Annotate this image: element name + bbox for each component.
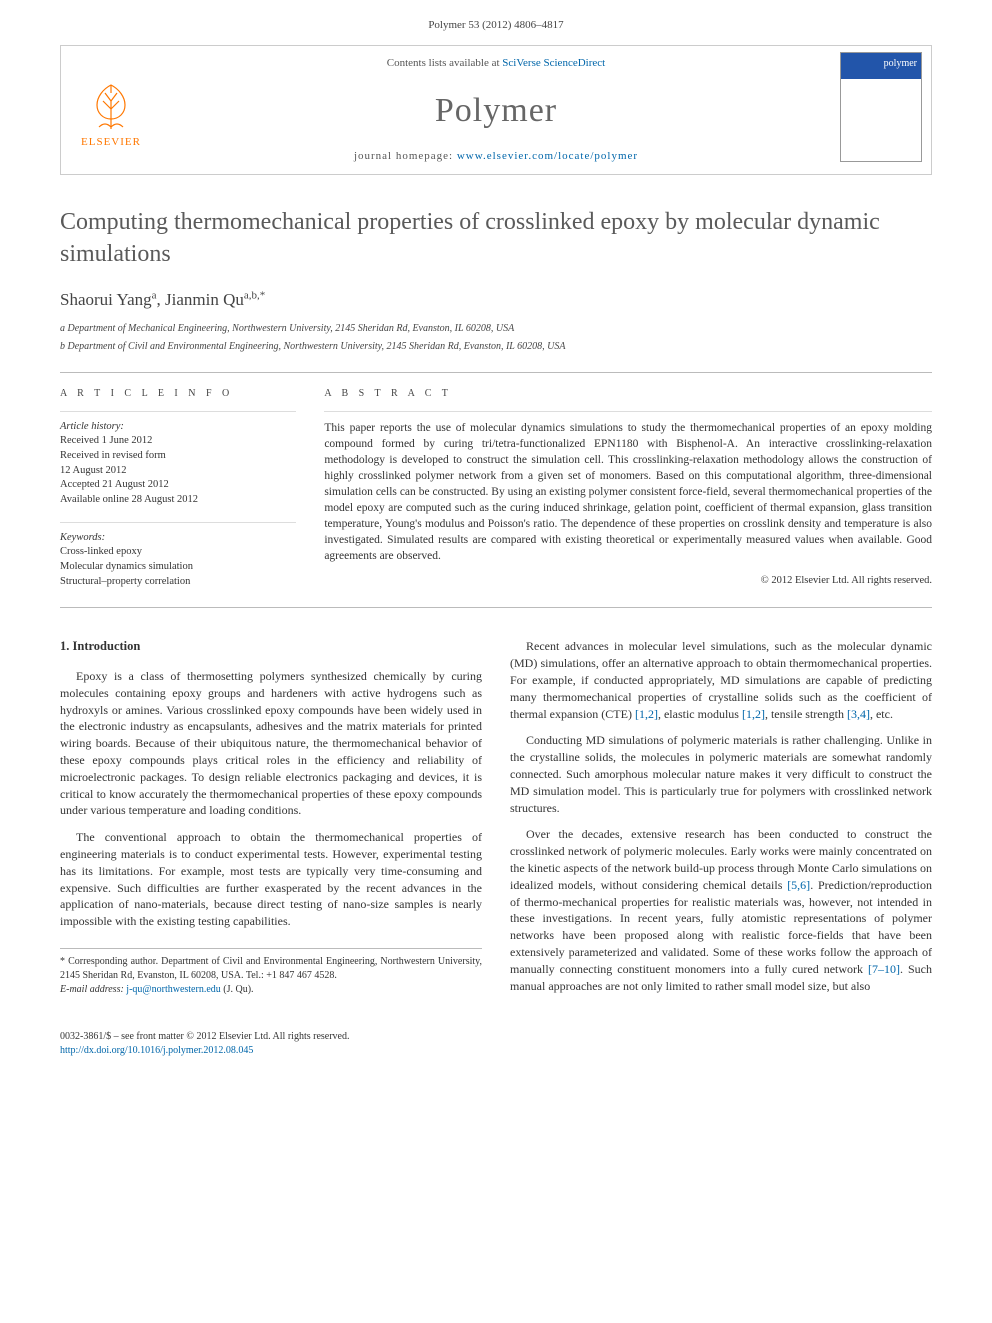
contents-prefix: Contents lists available at	[387, 57, 502, 69]
history-line: Available online 28 August 2012	[60, 493, 296, 508]
ref-link[interactable]: [1,2]	[635, 707, 658, 721]
page-footer: 0032-3861/$ – see front matter © 2012 El…	[0, 1024, 992, 1076]
article-info-column: A R T I C L E I N F O Article history: R…	[60, 387, 296, 590]
footnote-block: * Corresponding author. Department of Ci…	[60, 948, 482, 997]
ref-link[interactable]: [3,4]	[847, 707, 870, 721]
doi-link[interactable]: http://dx.doi.org/10.1016/j.polymer.2012…	[60, 1045, 253, 1056]
email-line: E-mail address: j-qu@northwestern.edu (J…	[60, 983, 482, 997]
masthead-center: Contents lists available at SciVerse Sci…	[161, 46, 831, 174]
author-1: Shaorui Yang	[60, 290, 152, 309]
affiliation-a: a Department of Mechanical Engineering, …	[60, 322, 932, 336]
abstract-column: A B S T R A C T This paper reports the u…	[324, 387, 932, 590]
section-heading: 1. Introduction	[60, 638, 482, 656]
ref-link[interactable]: [1,2]	[742, 707, 765, 721]
page-citation: Polymer 53 (2012) 4806–4817	[0, 0, 992, 33]
text-run: , tensile strength	[765, 707, 847, 721]
cover-title: polymer	[884, 57, 917, 71]
corresponding-author: * Corresponding author. Department of Ci…	[60, 955, 482, 983]
divider	[60, 372, 932, 373]
body-paragraph: Conducting MD simulations of polymeric m…	[510, 732, 932, 816]
email-label: E-mail address:	[60, 984, 126, 995]
homepage-link[interactable]: www.elsevier.com/locate/polymer	[457, 150, 638, 162]
article-info-heading: A R T I C L E I N F O	[60, 387, 296, 401]
author-1-sup: a	[152, 289, 157, 301]
affiliation-b: b Department of Civil and Environmental …	[60, 340, 932, 354]
email-link[interactable]: j-qu@northwestern.edu	[126, 984, 220, 995]
keywords-block: Keywords: Cross-linked epoxy Molecular d…	[60, 522, 296, 590]
elsevier-tree-icon	[81, 71, 141, 131]
email-suffix: (J. Qu).	[221, 984, 254, 995]
keyword: Molecular dynamics simulation	[60, 560, 296, 575]
keywords-label: Keywords:	[60, 531, 296, 546]
journal-cover: polymer	[831, 46, 931, 174]
publisher-name: ELSEVIER	[81, 135, 141, 150]
body-right-column: Recent advances in molecular level simul…	[510, 638, 932, 1004]
history-label: Article history:	[60, 420, 296, 435]
history-line: Accepted 21 August 2012	[60, 478, 296, 493]
homepage-prefix: journal homepage:	[354, 150, 457, 162]
sciencedirect-link[interactable]: SciVerse ScienceDirect	[502, 57, 605, 69]
history-block: Article history: Received 1 June 2012 Re…	[60, 411, 296, 508]
text-run: , elastic modulus	[658, 707, 742, 721]
divider	[60, 607, 932, 608]
issn-line: 0032-3861/$ – see front matter © 2012 El…	[60, 1030, 932, 1044]
author-2-sup: a,b,*	[244, 289, 265, 301]
homepage-line: journal homepage: www.elsevier.com/locat…	[354, 149, 638, 164]
history-line: 12 August 2012	[60, 464, 296, 479]
keyword: Structural–property correlation	[60, 575, 296, 590]
authors: Shaorui Yanga, Jianmin Qua,b,*	[60, 288, 932, 312]
text-run: , etc.	[870, 707, 893, 721]
ref-link[interactable]: [7–10]	[868, 962, 900, 976]
publisher-logo: ELSEVIER	[61, 46, 161, 174]
body-paragraph: Epoxy is a class of thermosetting polyme…	[60, 668, 482, 819]
ref-link[interactable]: [5,6]	[787, 878, 810, 892]
abstract-heading: A B S T R A C T	[324, 387, 932, 401]
abstract-copyright: © 2012 Elsevier Ltd. All rights reserved…	[324, 574, 932, 589]
history-line: Received in revised form	[60, 449, 296, 464]
masthead: ELSEVIER Contents lists available at Sci…	[60, 45, 932, 175]
body-paragraph: Recent advances in molecular level simul…	[510, 638, 932, 722]
author-2: Jianmin Qu	[165, 290, 244, 309]
article-title: Computing thermomechanical properties of…	[60, 207, 932, 269]
contents-line: Contents lists available at SciVerse Sci…	[387, 56, 605, 71]
body-paragraph: The conventional approach to obtain the …	[60, 829, 482, 930]
keyword: Cross-linked epoxy	[60, 545, 296, 560]
journal-name: Polymer	[435, 87, 557, 135]
abstract-text: This paper reports the use of molecular …	[324, 411, 932, 565]
body-left-column: 1. Introduction Epoxy is a class of ther…	[60, 638, 482, 1004]
cover-thumbnail: polymer	[840, 52, 922, 162]
body-paragraph: Over the decades, extensive research has…	[510, 826, 932, 994]
history-line: Received 1 June 2012	[60, 434, 296, 449]
